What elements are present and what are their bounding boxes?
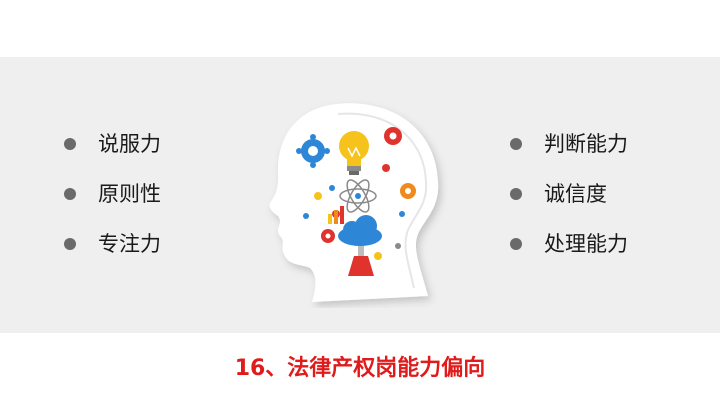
bullet-icon	[510, 238, 522, 250]
right-ability-list: 判断能力 诚信度 处理能力	[510, 127, 628, 277]
ability-label: 原则性	[98, 182, 161, 206]
gear-icon	[400, 183, 416, 199]
cloud-icon	[338, 215, 382, 246]
bullet-icon	[510, 188, 522, 200]
ability-item: 专注力	[64, 227, 161, 277]
lightbulb-icon	[339, 131, 369, 175]
gear-icon	[321, 229, 335, 243]
head-illustration	[269, 103, 439, 302]
bullet-icon	[64, 188, 76, 200]
ability-item: 处理能力	[510, 227, 628, 277]
bullet-icon	[64, 138, 76, 150]
ability-label: 说服力	[98, 132, 161, 156]
ability-label: 判断能力	[544, 132, 628, 156]
flask-icon	[348, 246, 374, 276]
atom-icon	[339, 179, 377, 213]
bar-chart-icon	[328, 206, 344, 224]
ability-item: 原则性	[64, 177, 161, 227]
ability-label: 专注力	[98, 232, 161, 256]
gear-icon	[296, 134, 330, 168]
ability-label: 诚信度	[544, 182, 607, 206]
gear-icon	[384, 127, 402, 145]
ability-item: 说服力	[64, 127, 161, 177]
ability-item: 诚信度	[510, 177, 628, 227]
bullet-icon	[64, 238, 76, 250]
bullet-icon	[510, 138, 522, 150]
left-ability-list: 说服力 原则性 专注力	[64, 127, 161, 277]
slide-caption: 16、法律产权岗能力偏向	[234, 356, 486, 381]
ability-item: 判断能力	[510, 127, 628, 177]
ability-label: 处理能力	[544, 232, 628, 256]
